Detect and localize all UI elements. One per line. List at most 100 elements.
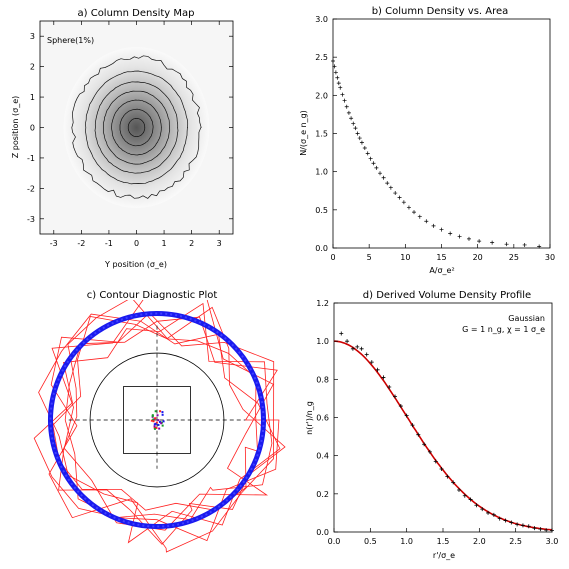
panel-b-plot-area: [331, 58, 542, 249]
data-point: [424, 219, 429, 224]
data-point: [451, 480, 456, 485]
data-point: [538, 527, 543, 532]
data-point: [520, 523, 525, 528]
panel-a-ylabel: Z position (σ_e): [11, 96, 20, 159]
data-point: [355, 131, 360, 136]
panel-b-title: b) Column Density vs. Area: [372, 6, 509, 17]
x-tick-label: 3: [217, 239, 222, 248]
data-point: [486, 510, 491, 515]
data-point: [522, 242, 527, 247]
centroid-point: [155, 426, 158, 429]
data-point: [385, 181, 390, 186]
data-point: [331, 58, 335, 63]
x-tick-label: 0: [134, 239, 139, 248]
x-tick-label: 2.0: [473, 537, 486, 546]
panel-b-ylabel: N/(σ_e n_g): [299, 110, 308, 156]
data-point: [333, 70, 338, 75]
centroid-point: [155, 421, 158, 424]
y-tick-label: 0.6: [316, 414, 329, 423]
panel-c-plot-area: [33, 300, 286, 553]
data-point: [537, 244, 542, 249]
x-tick-label: 2: [189, 239, 194, 248]
data-point: [388, 185, 393, 190]
y-tick-label: 1.0: [315, 168, 328, 177]
x-tick-label: 20: [473, 253, 483, 262]
y-tick-label: 1: [30, 93, 35, 102]
data-point: [359, 140, 364, 145]
x-tick-label: -2: [77, 239, 85, 248]
data-point: [427, 449, 432, 454]
y-tick-label: -3: [27, 215, 35, 224]
data-point: [490, 240, 495, 245]
data-point: [353, 126, 358, 131]
x-tick-label: 1.0: [400, 537, 413, 546]
x-tick-label: 3.0: [546, 537, 559, 546]
contour-polygon: [48, 312, 275, 553]
y-tick-label: 2: [30, 63, 35, 72]
centroid-point: [160, 422, 163, 425]
data-point: [365, 151, 370, 156]
x-tick-label: -1: [105, 239, 113, 248]
data-point: [410, 423, 415, 428]
centroid-point: [157, 419, 160, 422]
data-point: [417, 214, 422, 219]
centroid-point: [161, 411, 164, 414]
contour-polygon: [58, 300, 286, 545]
centroid-point: [157, 423, 160, 426]
panel-c-title: c) Contour Diagnostic Plot: [87, 290, 218, 301]
data-point: [439, 467, 444, 472]
data-point: [351, 121, 356, 126]
data-point: [462, 493, 467, 498]
x-tick-label: 2.5: [509, 537, 522, 546]
y-tick-label: 1.2: [316, 299, 329, 308]
data-point: [474, 503, 479, 508]
centroid-point: [152, 420, 155, 423]
panel-d-ylabel: n(r')/n_g: [305, 401, 314, 435]
x-tick-label: -3: [50, 239, 58, 248]
data-point: [338, 85, 343, 90]
data-point: [466, 236, 471, 241]
data-point: [497, 516, 502, 521]
panel-d: d) Derived Volume Density Profile 0.0 0.5…: [305, 290, 558, 560]
data-point: [404, 413, 409, 418]
data-point: [445, 474, 450, 479]
data-point: [375, 367, 380, 372]
data-point: [339, 331, 344, 336]
panel-a-label: Sphere(1%): [47, 36, 94, 45]
panel-d-legend-text: G = 1 n_g, χ = 1 σ_e: [462, 325, 545, 334]
panel-d-ticks: 0.0 0.5 1.0 1.5 2.0 2.5 3.0 0.0 0.2 0.4 0.6 0.8 1.0 1…: [316, 299, 558, 546]
y-tick-label: 3.0: [315, 15, 328, 24]
data-point: [468, 497, 473, 502]
centroid-point: [156, 414, 159, 417]
data-point: [416, 432, 421, 437]
centroid-point: [161, 424, 164, 427]
data-point: [345, 339, 350, 344]
panel-d-title: d) Derived Volume Density Profile: [363, 290, 531, 301]
x-tick-label: 5: [367, 253, 372, 262]
panel-b-xlabel: A/σ_e²: [429, 266, 454, 275]
panel-c: c) Contour Diagnostic Plot: [33, 290, 286, 553]
data-point: [387, 384, 392, 389]
y-tick-label: 1.0: [316, 337, 329, 346]
data-point: [398, 404, 403, 409]
centroid-point: [153, 425, 156, 428]
y-tick-label: 0.8: [316, 375, 329, 384]
y-tick-label: 2.5: [315, 53, 328, 62]
centroid-point: [154, 422, 157, 425]
panel-d-frame: [333, 302, 553, 533]
data-point: [477, 239, 482, 244]
y-tick-label: 3: [30, 32, 35, 41]
panel-b-frame: [332, 18, 551, 249]
x-tick-label: 10: [400, 253, 410, 262]
panel-d-legend-title: Gaussian: [508, 314, 545, 323]
y-tick-label: -2: [27, 184, 35, 193]
data-point: [456, 488, 461, 493]
data-point: [369, 360, 374, 365]
data-point: [364, 352, 369, 357]
data-point: [397, 195, 402, 200]
model-curve: [334, 340, 553, 531]
density-map: [63, 47, 210, 208]
centroid-point: [159, 410, 162, 413]
x-tick-label: 0.0: [328, 537, 341, 546]
contour-line: [94, 81, 179, 174]
